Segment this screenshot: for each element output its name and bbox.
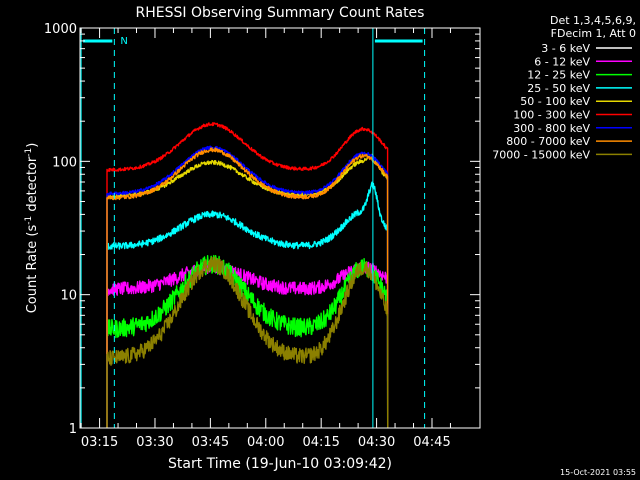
data-layer bbox=[105, 122, 390, 430]
y-axis-label-pre: Count Rate (s bbox=[25, 225, 40, 314]
x-tick-label: 04:30 bbox=[358, 435, 395, 450]
legend-header-1: Det 1,3,4,5,6,9, bbox=[550, 14, 636, 27]
x-tick-label: 03:30 bbox=[136, 435, 173, 450]
footer-timestamp: 15-Oct-2021 03:55 bbox=[560, 468, 636, 477]
y-axis-label-mid: detector bbox=[25, 156, 40, 216]
series-line bbox=[106, 122, 389, 429]
legend-entry-label: 3 - 6 keV bbox=[541, 42, 590, 55]
legend-entry-label: 6 - 12 keV bbox=[534, 55, 590, 68]
x-tick-label: 04:45 bbox=[413, 435, 450, 450]
series-line bbox=[106, 256, 389, 429]
legend-entry-label: 300 - 800 keV bbox=[513, 122, 590, 135]
series-line bbox=[106, 147, 389, 429]
x-axis-label: Start Time (19-Jun-10 03:09:42) bbox=[168, 456, 392, 472]
legend-entry-label: 12 - 25 keV bbox=[527, 69, 590, 82]
chart-title: RHESSI Observing Summary Count Rates bbox=[136, 5, 425, 21]
x-tick-label: 03:45 bbox=[192, 435, 229, 450]
series-line bbox=[106, 145, 389, 429]
legend-header-2: FDecim 1, Att 0 bbox=[551, 27, 636, 40]
series-line bbox=[105, 287, 390, 430]
legend-entry-label: 50 - 100 keV bbox=[520, 95, 590, 108]
y-tick-label: 10 bbox=[60, 289, 77, 304]
x-tick-label: 03:15 bbox=[81, 435, 118, 450]
plot-frame bbox=[79, 27, 481, 429]
y-axis-label: Count Rate (s-1 detector-1) bbox=[24, 143, 40, 314]
legend: Det 1,3,4,5,6,9, FDecim 1, Att 0 3 - 6 k… bbox=[492, 14, 636, 161]
series-line bbox=[106, 181, 389, 429]
x-tick-label: 04:15 bbox=[302, 435, 339, 450]
y-tick-label: 100 bbox=[52, 155, 77, 170]
legend-entry-label: 800 - 7000 keV bbox=[506, 135, 590, 148]
y-axis-label-sup2: -1 bbox=[24, 148, 34, 157]
y-axis-label-post: ) bbox=[25, 143, 40, 148]
y-tick-label: 1 bbox=[69, 422, 77, 437]
time-marker-label: N bbox=[120, 36, 127, 47]
legend-entry-label: 25 - 50 keV bbox=[527, 82, 590, 95]
tick-layer: 03:15 03:30 03:45 04:00 04:15 04:30 04:45 1 10 10… bbox=[44, 22, 480, 450]
y-axis-label-sup1: -1 bbox=[24, 216, 34, 225]
legend-entry-label: 100 - 300 keV bbox=[513, 109, 590, 122]
legend-entry-label: 7000 - 15000 keV bbox=[492, 148, 590, 161]
series-line bbox=[106, 260, 389, 429]
axes-layer bbox=[79, 27, 481, 429]
x-tick-label: 04:00 bbox=[247, 435, 284, 450]
y-tick-label: 1000 bbox=[44, 22, 77, 37]
marker-layer: N bbox=[80, 28, 426, 428]
